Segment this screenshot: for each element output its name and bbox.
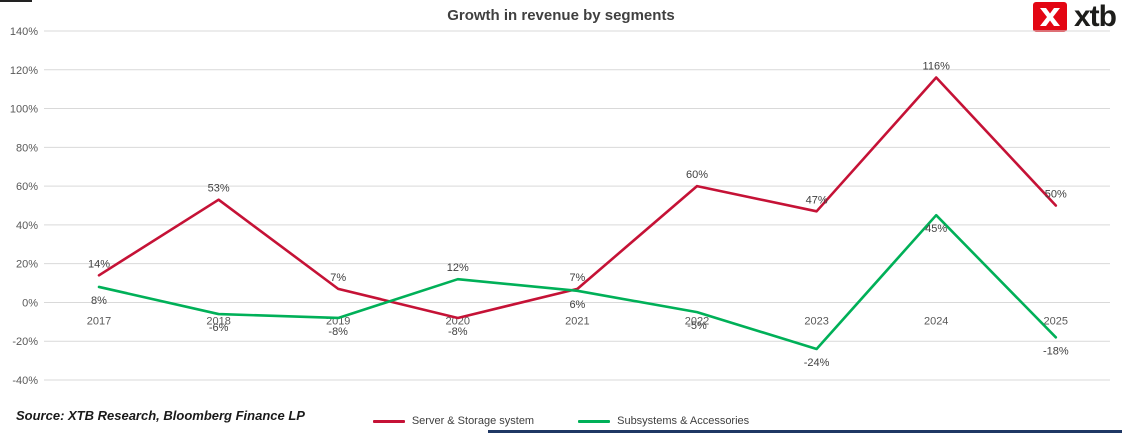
svg-text:40%: 40%: [16, 220, 38, 232]
chart-legend: Server & Storage system Subsystems & Acc…: [0, 415, 1122, 427]
svg-text:2022: 2022: [685, 315, 709, 327]
svg-text:2025: 2025: [1044, 315, 1068, 327]
legend-item-subsystems-accessories: Subsystems & Accessories: [578, 415, 749, 427]
svg-text:50%: 50%: [1045, 189, 1067, 201]
svg-text:53%: 53%: [208, 183, 230, 195]
svg-text:-5%: -5%: [687, 320, 707, 332]
svg-text:116%: 116%: [923, 61, 951, 73]
svg-text:-6%: -6%: [209, 322, 229, 334]
chart-title: Growth in revenue by segments: [447, 7, 675, 24]
legend-label-subsystems: Subsystems & Accessories: [617, 415, 750, 427]
svg-text:6%: 6%: [569, 299, 585, 311]
svg-text:80%: 80%: [16, 142, 38, 154]
legend-item-server-storage-system: Server & Storage system: [372, 415, 535, 427]
svg-text:12%: 12%: [447, 262, 469, 274]
svg-text:2020: 2020: [446, 315, 470, 327]
top-left-mark: [0, 0, 32, 2]
svg-text:140%: 140%: [10, 26, 38, 38]
svg-text:-8%: -8%: [328, 326, 348, 338]
legend-swatch-subsystems: [578, 419, 611, 423]
legend-label-server-storage: Server & Storage system: [411, 415, 535, 427]
xtb-logo-text: xtb: [1074, 0, 1117, 33]
svg-text:60%: 60%: [16, 181, 38, 193]
svg-text:-20%: -20%: [12, 336, 38, 348]
svg-text:7%: 7%: [330, 272, 346, 284]
svg-text:-8%: -8%: [448, 326, 468, 338]
svg-text:-40%: -40%: [12, 375, 38, 387]
svg-text:2021: 2021: [565, 315, 589, 327]
svg-text:60%: 60%: [686, 169, 708, 181]
svg-text:100%: 100%: [10, 104, 38, 116]
svg-text:2017: 2017: [87, 315, 111, 327]
xtb-logo: xtb: [1033, 0, 1117, 33]
bottom-accent-bar: [488, 430, 1122, 433]
svg-text:0%: 0%: [22, 297, 38, 309]
svg-text:2018: 2018: [206, 315, 230, 327]
svg-text:14%: 14%: [88, 258, 110, 270]
svg-text:120%: 120%: [10, 65, 38, 77]
source-note: Source: XTB Research, Bloomberg Finance …: [16, 408, 305, 423]
svg-text:-18%: -18%: [1043, 345, 1069, 357]
legend-swatch-server-storage: [372, 419, 405, 423]
svg-text:8%: 8%: [91, 295, 107, 307]
svg-text:2024: 2024: [924, 315, 948, 327]
svg-text:2023: 2023: [804, 315, 828, 327]
svg-text:47%: 47%: [806, 194, 828, 206]
svg-text:20%: 20%: [16, 259, 38, 271]
svg-text:-24%: -24%: [804, 357, 830, 369]
svg-text:45%: 45%: [925, 223, 947, 235]
xtb-logo-icon: [1033, 2, 1067, 32]
svg-text:7%: 7%: [569, 272, 585, 284]
